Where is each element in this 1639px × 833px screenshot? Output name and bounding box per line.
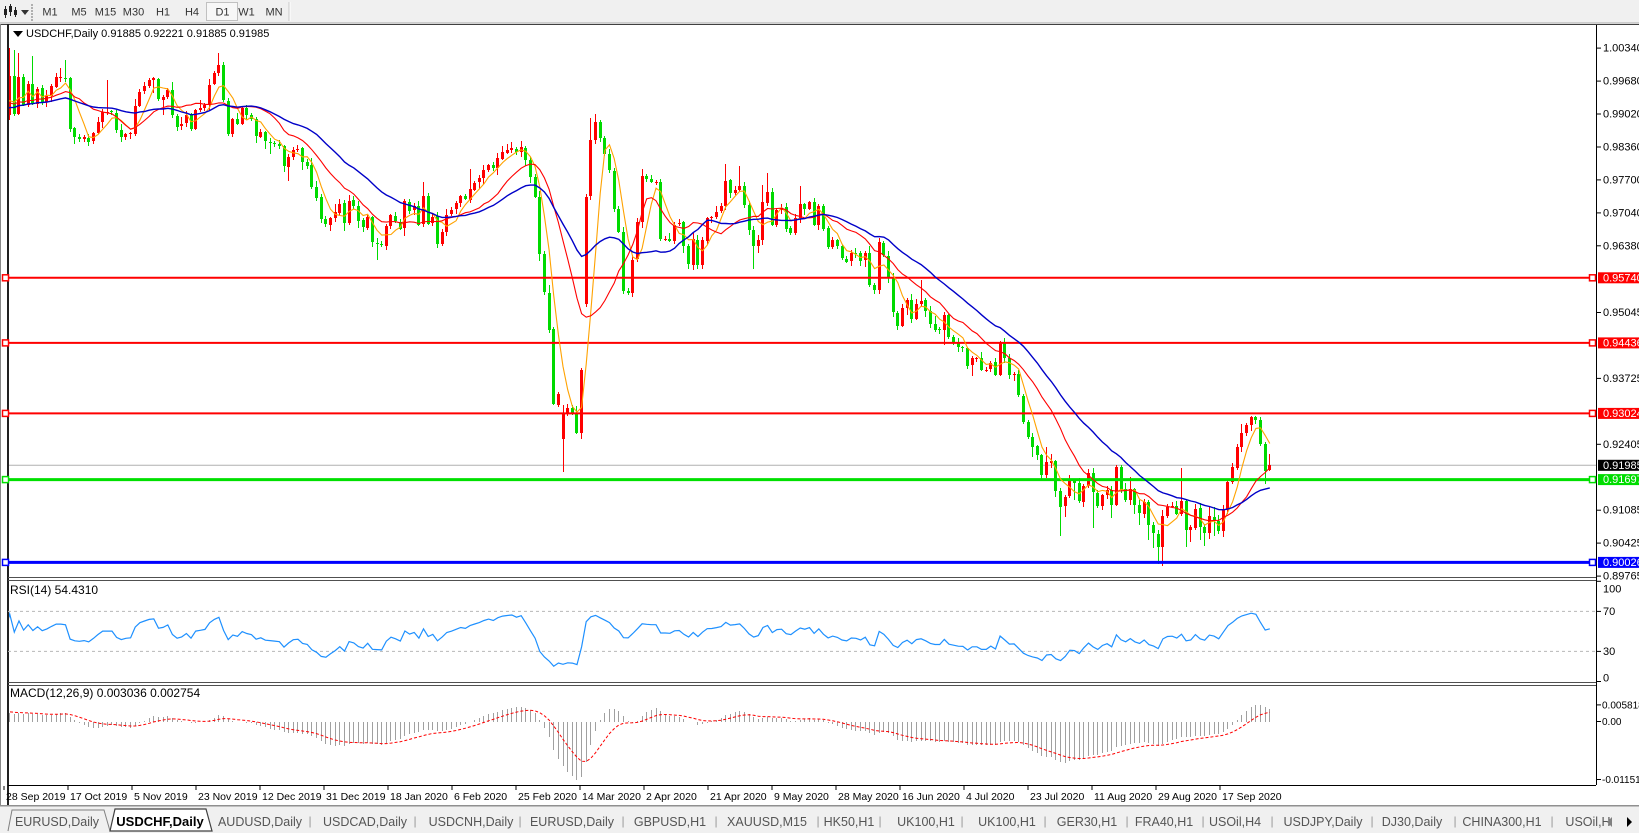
svg-text:|: | <box>1201 814 1204 828</box>
svg-text:18 Jan 2020: 18 Jan 2020 <box>390 791 448 803</box>
svg-text:UK100,H1: UK100,H1 <box>897 815 955 829</box>
svg-text:0.91985: 0.91985 <box>1603 460 1639 472</box>
svg-text:|: | <box>1125 814 1128 828</box>
svg-text:0.95740: 0.95740 <box>1603 272 1639 284</box>
svg-text:USDCHF,Daily: USDCHF,Daily <box>116 814 204 829</box>
svg-text:|: | <box>816 814 819 828</box>
svg-text:70: 70 <box>1603 606 1615 618</box>
svg-text:EURUSD,Daily: EURUSD,Daily <box>15 815 100 829</box>
svg-text:0.93725: 0.93725 <box>1603 373 1639 385</box>
svg-text:USDCHF,Daily 0.91885 0.92221: USDCHF,Daily 0.91885 0.92221 0.91885 0.9… <box>26 28 269 40</box>
svg-text:29 Aug 2020: 29 Aug 2020 <box>1158 791 1217 803</box>
svg-text:USDCAD,Daily: USDCAD,Daily <box>323 815 408 829</box>
svg-text:30: 30 <box>1603 646 1615 658</box>
svg-text:|: | <box>1270 814 1273 828</box>
svg-text:MN: MN <box>265 7 282 19</box>
svg-text:M5: M5 <box>71 7 86 19</box>
svg-text:XAUUSD,M15: XAUUSD,M15 <box>727 815 807 829</box>
svg-text:16 Jun 2020: 16 Jun 2020 <box>902 791 960 803</box>
svg-text:AUDUSD,Daily: AUDUSD,Daily <box>218 815 303 829</box>
svg-text:0.89765: 0.89765 <box>1603 571 1639 583</box>
svg-text:-0.011514: -0.011514 <box>1602 775 1639 786</box>
svg-text:1.00340: 1.00340 <box>1603 43 1639 55</box>
svg-text:0.99020: 0.99020 <box>1603 109 1639 121</box>
svg-text:|: | <box>1550 814 1553 828</box>
svg-text:14 Mar 2020: 14 Mar 2020 <box>582 791 641 803</box>
svg-text:0.00: 0.00 <box>1602 717 1622 728</box>
svg-text:5 Nov 2019: 5 Nov 2019 <box>134 791 188 803</box>
svg-text:0.96380: 0.96380 <box>1603 240 1639 252</box>
svg-text:USDJPY,Daily: USDJPY,Daily <box>1284 815 1364 829</box>
svg-text:USDCNH,Daily: USDCNH,Daily <box>429 815 514 829</box>
svg-text:4 Jul 2020: 4 Jul 2020 <box>966 791 1015 803</box>
svg-text:M30: M30 <box>123 7 144 19</box>
svg-text:|: | <box>1453 814 1456 828</box>
svg-text:0.91085: 0.91085 <box>1603 505 1639 517</box>
svg-text:|: | <box>960 814 963 828</box>
svg-text:100: 100 <box>1603 584 1621 596</box>
svg-text:HK50,H1: HK50,H1 <box>824 815 875 829</box>
svg-text:0.90425: 0.90425 <box>1603 538 1639 550</box>
svg-text:FRA40,H1: FRA40,H1 <box>1135 815 1193 829</box>
svg-text:|: | <box>878 814 881 828</box>
svg-text:0.94436: 0.94436 <box>1603 337 1639 349</box>
svg-text:|: | <box>1043 814 1046 828</box>
svg-text:0.97700: 0.97700 <box>1603 174 1639 186</box>
svg-text:0.95045: 0.95045 <box>1603 307 1639 319</box>
svg-text:M1: M1 <box>42 7 57 19</box>
svg-text:W1: W1 <box>238 7 255 19</box>
svg-text:25 Feb 2020: 25 Feb 2020 <box>518 791 577 803</box>
svg-text:CHINA300,H1: CHINA300,H1 <box>1462 815 1541 829</box>
svg-text:23 Jul 2020: 23 Jul 2020 <box>1030 791 1084 803</box>
svg-text:28 Sep 2019: 28 Sep 2019 <box>6 791 66 803</box>
svg-text:2 Apr 2020: 2 Apr 2020 <box>646 791 697 803</box>
svg-text:|: | <box>518 814 521 828</box>
svg-text:USOil,H: USOil,H <box>1565 815 1610 829</box>
svg-text:0.91697: 0.91697 <box>1603 474 1639 486</box>
svg-text:GER30,H1: GER30,H1 <box>1057 815 1117 829</box>
svg-text:RSI(14) 54.4310: RSI(14) 54.4310 <box>10 583 98 597</box>
svg-text:0.97040: 0.97040 <box>1603 207 1639 219</box>
svg-text:0.98360: 0.98360 <box>1603 142 1639 154</box>
svg-text:23 Nov 2019: 23 Nov 2019 <box>198 791 258 803</box>
svg-text:11 Aug 2020: 11 Aug 2020 <box>1094 791 1152 803</box>
svg-text:H1: H1 <box>156 7 170 19</box>
svg-text:0.92405: 0.92405 <box>1603 439 1639 451</box>
svg-text:6 Feb 2020: 6 Feb 2020 <box>454 791 507 803</box>
svg-text:12 Dec 2019: 12 Dec 2019 <box>262 791 322 803</box>
svg-text:17 Sep 2020: 17 Sep 2020 <box>1222 791 1282 803</box>
svg-text:M15: M15 <box>95 7 116 19</box>
svg-text:0.99680: 0.99680 <box>1603 76 1639 88</box>
svg-text:|: | <box>621 814 624 828</box>
svg-text:GBPUSD,H1: GBPUSD,H1 <box>634 815 706 829</box>
svg-text:28 May 2020: 28 May 2020 <box>838 791 899 803</box>
svg-text:|: | <box>714 814 717 828</box>
svg-text:31 Dec 2019: 31 Dec 2019 <box>326 791 386 803</box>
svg-text:|: | <box>413 814 416 828</box>
svg-text:0: 0 <box>1603 673 1609 685</box>
svg-text:D1: D1 <box>215 7 229 19</box>
svg-text:|: | <box>308 814 311 828</box>
svg-text:H4: H4 <box>185 7 199 19</box>
svg-text:|: | <box>1370 814 1373 828</box>
svg-text:0.90026: 0.90026 <box>1603 557 1639 569</box>
svg-text:USOil,H4: USOil,H4 <box>1209 815 1261 829</box>
svg-text:MACD(12,26,9) 0.003036 0.00275: MACD(12,26,9) 0.003036 0.002754 <box>10 686 200 700</box>
svg-text:0.005818: 0.005818 <box>1602 700 1639 711</box>
svg-text:17 Oct 2019: 17 Oct 2019 <box>70 791 127 803</box>
svg-text:DJ30,Daily: DJ30,Daily <box>1382 815 1443 829</box>
svg-text:21 Apr 2020: 21 Apr 2020 <box>710 791 767 803</box>
svg-text:0.93024: 0.93024 <box>1603 408 1639 420</box>
svg-text:EURUSD,Daily: EURUSD,Daily <box>530 815 615 829</box>
svg-text:UK100,H1: UK100,H1 <box>978 815 1036 829</box>
svg-text:9 May 2020: 9 May 2020 <box>774 791 829 803</box>
